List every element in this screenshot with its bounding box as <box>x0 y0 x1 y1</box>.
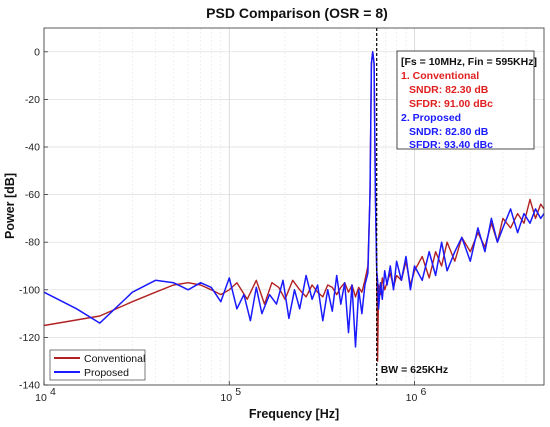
x-tick-label: 10 <box>406 392 418 404</box>
x-tick-label: 10 <box>35 392 47 404</box>
legend-frame <box>49 349 146 381</box>
plot-frame <box>43 27 545 386</box>
x-tick-exponent: 4 <box>50 386 56 398</box>
x-tick-exponent: 5 <box>235 386 241 398</box>
annotation-proposed-sndr: SNDR: 82.80 dB <box>409 126 489 138</box>
annotation-proposed-title: 2. Proposed <box>401 112 461 124</box>
y-tick-label: -40 <box>25 142 40 154</box>
annotation-conventional-title: 1. Conventional <box>401 70 479 82</box>
y-axis-label: Power [dB] <box>3 173 17 239</box>
marker-layer: BW = 625KHz <box>376 28 448 385</box>
annotation-frame <box>396 50 535 150</box>
bandwidth-marker-label: BW = 625KHz <box>381 364 448 376</box>
x-tick-label: 10 <box>220 392 232 404</box>
y-tick-label: -60 <box>25 189 40 201</box>
annotation-proposed-sfdr: SFDR: 93.40 dBc <box>409 139 493 151</box>
annotation-conventional-sndr: SNDR: 82.30 dB <box>409 84 489 96</box>
y-tick-label: -80 <box>25 237 40 249</box>
series-layer <box>43 51 545 362</box>
x-tick-exponent: 6 <box>421 386 427 398</box>
y-tick-label: -20 <box>25 94 40 106</box>
legend: Conventional Proposed <box>49 349 146 381</box>
chart-title: PSD Comparison (OSR = 8) <box>206 5 388 21</box>
legend-label-proposed: Proposed <box>84 367 129 379</box>
y-tick-label: 0 <box>34 46 40 58</box>
legend-label-conventional: Conventional <box>84 353 145 365</box>
annotation-header: [Fs = 10MHz, Fin = 595KHz] <box>401 56 537 68</box>
annotation-conventional-sfdr: SFDR: 91.00 dBc <box>409 98 493 110</box>
annotation-box: [Fs = 10MHz, Fin = 595KHz] 1. Convention… <box>396 50 537 151</box>
series-line-proposed <box>43 51 545 348</box>
tick-layer: 10 4 10 5 10 60-20-40-60-80-100-120-140 <box>19 46 427 404</box>
y-tick-label: -140 <box>19 380 40 392</box>
y-tick-label: -100 <box>19 284 40 296</box>
x-axis-label: Frequency [Hz] <box>249 407 339 421</box>
y-tick-label: -120 <box>19 332 40 344</box>
